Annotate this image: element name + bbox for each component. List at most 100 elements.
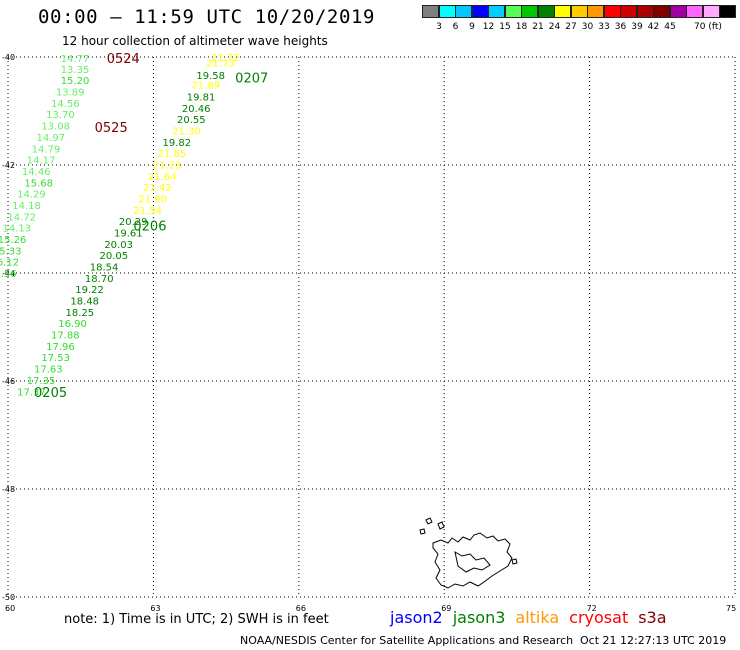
color-scale-label: 15 bbox=[499, 22, 511, 32]
wave-height-value: 20.46 bbox=[182, 104, 211, 115]
islet-2 bbox=[437, 521, 445, 530]
wave-height-value: 14.72 bbox=[7, 212, 36, 223]
wave-height-value: 17.37 bbox=[17, 387, 46, 398]
wave-height-value: 14.56 bbox=[51, 99, 80, 110]
generated-timestamp: Oct 21 12:27:13 UTC 2019 bbox=[580, 634, 727, 647]
color-scale-label: 18 bbox=[515, 22, 528, 32]
wave-height-value: 19.22 bbox=[75, 285, 104, 296]
wave-height-value: 17.96 bbox=[46, 342, 75, 353]
wave-height-value: 17.88 bbox=[51, 331, 80, 342]
lat-lon-grid bbox=[7, 56, 736, 598]
wave-height-value: 15.20 bbox=[61, 76, 90, 87]
wave-height-value: 13.35 bbox=[61, 65, 90, 76]
longitude-label: 75 bbox=[726, 604, 736, 613]
map-subtitle: 12 hour collection of altimeter wave hei… bbox=[62, 34, 328, 48]
longitude-label: 72 bbox=[587, 604, 597, 613]
longitude-label: 66 bbox=[296, 604, 306, 613]
wave-height-value: 17.35 bbox=[27, 376, 56, 387]
color-scale-label: 9 bbox=[469, 22, 475, 32]
wave-height-value: 21.42 bbox=[143, 183, 172, 194]
wave-height-value: 14.79 bbox=[32, 144, 61, 155]
wave-height-value: 21.90 bbox=[138, 194, 167, 205]
altimeter-tracks: 14.7713.3515.2013.8914.5613.7013.0814.97… bbox=[0, 52, 268, 401]
color-scale-label: 70 (ft) bbox=[694, 22, 722, 32]
wave-height-value: 21.89 bbox=[192, 81, 221, 92]
wave-height-value: 21.54 bbox=[133, 206, 162, 217]
wave-height-value: 20.05 bbox=[99, 251, 128, 262]
islet-1 bbox=[425, 517, 433, 525]
wave-height-value: 14.17 bbox=[27, 156, 56, 167]
pass-time-label: 0205 bbox=[34, 386, 67, 401]
wave-height-value: 15.33 bbox=[0, 246, 21, 257]
satellite-legend: jason2 jason3 altika cryosat s3a bbox=[390, 608, 677, 627]
legend-jason2: jason2 bbox=[390, 608, 443, 627]
legend-jason3: jason3 bbox=[452, 608, 506, 627]
wave-height-value: 19.81 bbox=[187, 92, 216, 103]
color-swatch bbox=[719, 5, 736, 18]
wave-height-value: 19.61 bbox=[114, 229, 143, 240]
wave-height-value: 21.73 bbox=[206, 58, 235, 69]
wave-height-value: 15.68 bbox=[24, 178, 53, 189]
wave-height-value: 21.72 bbox=[211, 53, 240, 64]
pass-time-label: 0207 bbox=[235, 72, 268, 87]
longitude-label: 63 bbox=[150, 604, 160, 613]
wave-height-value: 15.26 bbox=[0, 235, 26, 246]
wave-height-value: 14.18 bbox=[12, 201, 41, 212]
wave-height-value: 13.70 bbox=[46, 110, 75, 121]
latitude-label: -40 bbox=[2, 53, 15, 62]
wave-height-value: 14.77 bbox=[61, 54, 90, 65]
color-scale-label: 12 bbox=[482, 22, 495, 32]
wave-height-value: 16.90 bbox=[58, 319, 87, 330]
color-scale-label: 45 bbox=[664, 22, 676, 32]
wave-height-value: 13.08 bbox=[41, 122, 70, 133]
axis-labels: -40 -42 -44 -46 -48 -50 60 63 66 69 72 75 bbox=[2, 53, 736, 613]
color-scale-label: 42 bbox=[647, 22, 660, 32]
islet-3 bbox=[419, 528, 426, 535]
wave-height-value: 21.30 bbox=[172, 126, 201, 137]
color-scale-label: 33 bbox=[598, 22, 610, 32]
wave-height-value: 18.48 bbox=[70, 297, 99, 308]
color-scale-label: 27 bbox=[565, 22, 577, 32]
kerguelen-inlet bbox=[454, 551, 491, 573]
wave-height-value: 17.63 bbox=[34, 365, 63, 376]
latitude-label: -42 bbox=[2, 161, 15, 170]
wave-height-value: 13.89 bbox=[56, 88, 85, 99]
legend-s3a: s3a bbox=[638, 608, 667, 627]
latitude-label: -48 bbox=[2, 485, 15, 494]
wave-height-value: 17.53 bbox=[41, 353, 70, 364]
wave-height-value: 19.82 bbox=[162, 138, 191, 149]
pass-time-label: 0524 bbox=[107, 52, 140, 67]
longitude-label: 69 bbox=[441, 604, 451, 613]
legend-altika: altika bbox=[515, 608, 560, 627]
kerguelen-island bbox=[432, 532, 513, 589]
credit-text: NOAA/NESDIS Center for Satellite Applica… bbox=[240, 634, 574, 647]
wave-height-value: 14.13 bbox=[3, 224, 32, 235]
wave-height-value: 20.55 bbox=[177, 115, 206, 126]
legend-cryosat: cryosat bbox=[569, 608, 629, 627]
wave-height-value: 21.23 bbox=[153, 160, 182, 171]
island-landmass bbox=[419, 517, 518, 589]
longitude-label: 60 bbox=[5, 604, 15, 613]
latitude-label: -50 bbox=[2, 593, 15, 602]
note-text: note: 1) Time is in UTC; 2) SWH is in fe… bbox=[64, 612, 329, 627]
wave-height-value: 20.29 bbox=[119, 217, 148, 228]
pass-time-label: 0525 bbox=[95, 121, 128, 136]
wave-height-value: 21.65 bbox=[158, 149, 187, 160]
color-scale-label: 30 bbox=[581, 22, 594, 32]
color-scale-label: 36 bbox=[614, 22, 627, 32]
color-scale-label: 39 bbox=[631, 22, 643, 32]
latitude-label: -46 bbox=[2, 377, 15, 386]
color-scale-label: 21 bbox=[532, 22, 544, 32]
wave-height-value: 16.56 bbox=[0, 269, 17, 280]
wave-height-value: 20.03 bbox=[104, 240, 133, 251]
map-title: 00:00 – 11:59 UTC 10/20/2019 bbox=[38, 6, 376, 28]
color-scale-label: 24 bbox=[548, 22, 561, 32]
wave-height-value: 18.54 bbox=[90, 263, 119, 274]
wave-height-value: 14.97 bbox=[36, 133, 65, 144]
pass-time-label: 0206 bbox=[133, 219, 166, 234]
wave-height-value: 18.70 bbox=[85, 274, 114, 285]
latitude-label: -44 bbox=[2, 269, 15, 278]
color-scale-label: 6 bbox=[452, 22, 459, 32]
color-scale-label: 3 bbox=[436, 22, 442, 32]
wave-height-value: 18.25 bbox=[66, 308, 95, 319]
